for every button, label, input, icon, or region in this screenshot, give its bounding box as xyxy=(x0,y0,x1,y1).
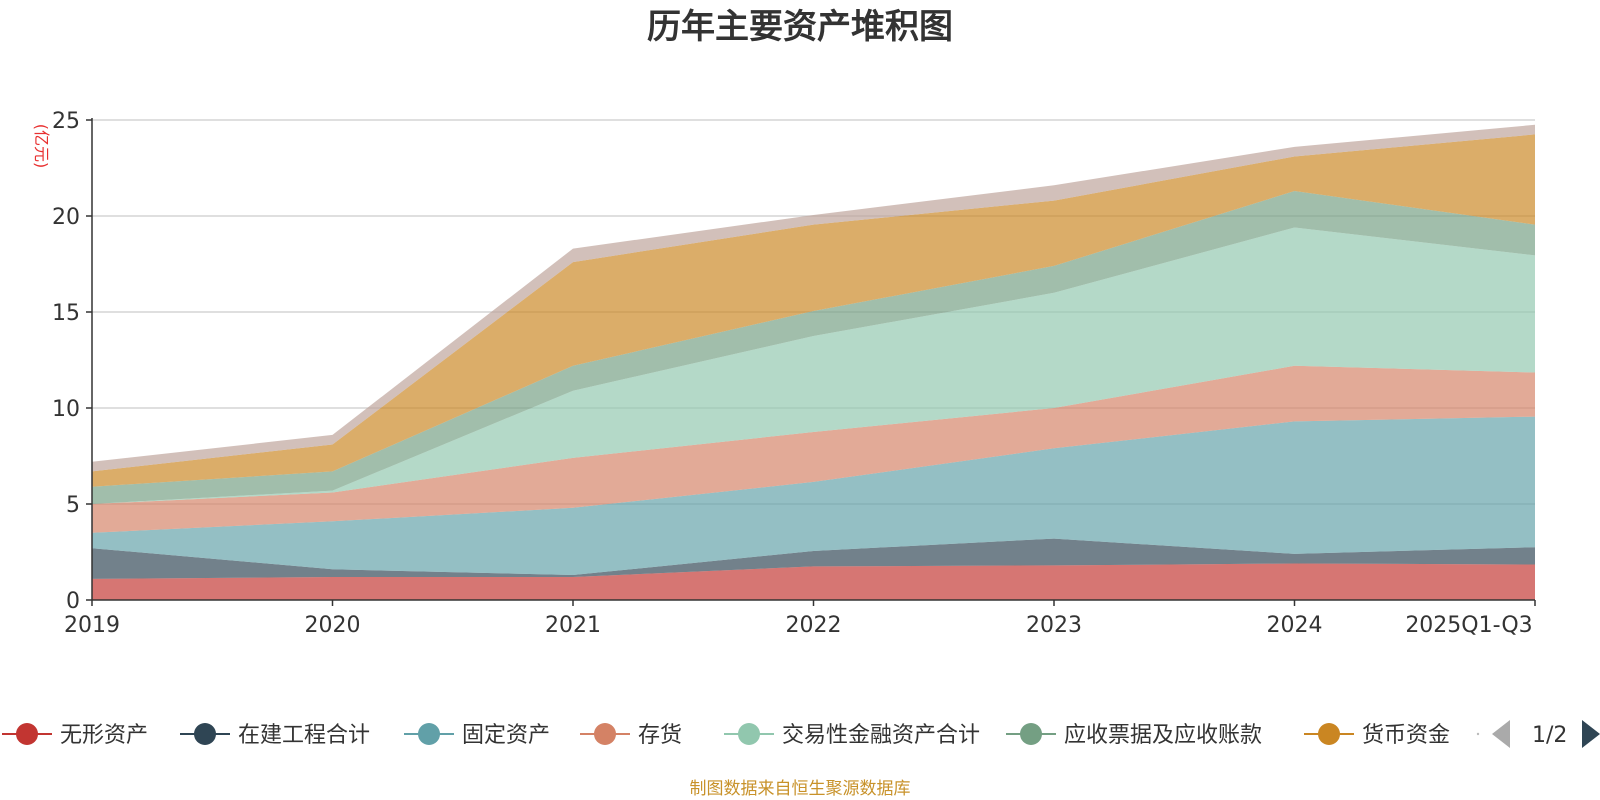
x-tick-label: 2025Q1-Q3 xyxy=(1405,613,1532,638)
legend-next-page-icon[interactable] xyxy=(1582,720,1600,748)
legend-item-5[interactable]: 应收票据及应收账款 xyxy=(1006,723,1262,748)
area-series-4 xyxy=(92,227,1535,504)
legend-marker xyxy=(594,723,616,745)
legend-label: 固定资产 xyxy=(462,723,550,748)
legend-item-1[interactable]: 在建工程合计 xyxy=(180,723,370,748)
legend-page-indicator: 1/2 xyxy=(1532,723,1567,748)
data-source-note: 制图数据来自恒生聚源数据库 xyxy=(690,779,911,799)
y-tick-label: 0 xyxy=(66,589,80,614)
y-axis-unit: (亿元) xyxy=(32,124,51,169)
axes: 0 5 10 15 20 25 2019 2020 2021 2022 2023 2024 2025Q1… xyxy=(52,109,1536,638)
area-series-1 xyxy=(92,538,1535,579)
legend-marker xyxy=(738,723,760,745)
legend-marker xyxy=(418,723,440,745)
legend-item-4[interactable]: 交易性金融资产合计 xyxy=(724,723,980,748)
legend: 无形资产 在建工程合计 固定资产 存货 交易性金融资产合计 应收票据及应收账款 货币资金 1/… xyxy=(2,720,1600,748)
legend-item-6[interactable]: 货币资金 xyxy=(1304,723,1450,748)
legend-item-2[interactable]: 固定资产 xyxy=(404,723,550,748)
legend-label: 在建工程合计 xyxy=(238,723,370,748)
legend-marker xyxy=(194,723,216,745)
legend-overflow-dot xyxy=(1476,732,1480,736)
legend-item-3[interactable]: 存货 xyxy=(580,723,682,748)
x-tick-label: 2020 xyxy=(305,613,361,638)
y-tick-label: 20 xyxy=(52,205,80,230)
area-series-5 xyxy=(92,191,1535,504)
x-tick-label: 2019 xyxy=(64,613,120,638)
x-tick-label: 2022 xyxy=(786,613,842,638)
legend-item-0[interactable]: 无形资产 xyxy=(2,723,148,748)
y-tick-label: 25 xyxy=(52,109,80,134)
y-tick-label: 15 xyxy=(52,301,80,326)
legend-label: 应收票据及应收账款 xyxy=(1064,723,1262,748)
area-series-3 xyxy=(92,365,1535,533)
legend-marker xyxy=(16,723,38,745)
stacked-areas xyxy=(92,124,1535,600)
chart-title: 历年主要资产堆积图 xyxy=(647,7,953,47)
x-tick-label: 2021 xyxy=(545,613,601,638)
area-series-2 xyxy=(92,416,1535,575)
legend-marker xyxy=(1318,723,1340,745)
legend-label: 无形资产 xyxy=(60,723,148,748)
legend-label: 存货 xyxy=(638,723,682,748)
legend-label: 交易性金融资产合计 xyxy=(782,723,980,748)
area-series-6 xyxy=(92,134,1535,487)
x-tick-label: 2023 xyxy=(1026,613,1082,638)
legend-marker xyxy=(1020,723,1042,745)
legend-label: 货币资金 xyxy=(1362,723,1450,748)
y-tick-label: 5 xyxy=(66,493,80,518)
x-tick-label: 2024 xyxy=(1267,613,1323,638)
y-tick-label: 10 xyxy=(52,397,80,422)
area-series-0 xyxy=(92,563,1535,600)
legend-prev-page-icon[interactable] xyxy=(1492,720,1510,748)
